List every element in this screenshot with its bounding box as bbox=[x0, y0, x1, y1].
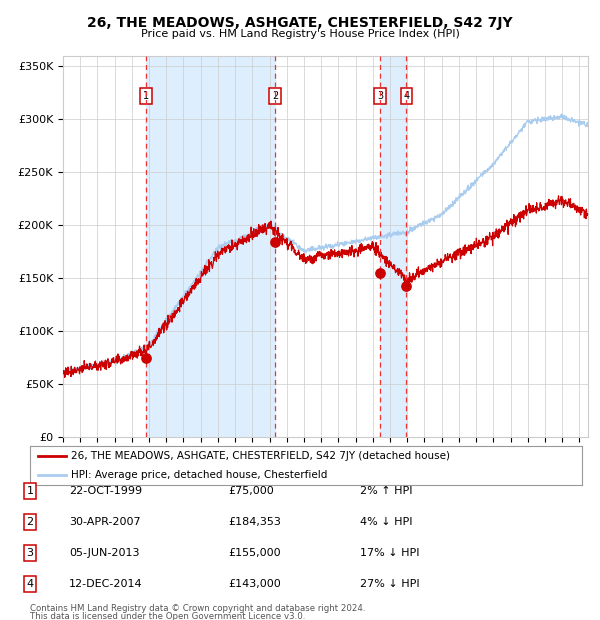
Text: £75,000: £75,000 bbox=[228, 486, 274, 496]
Bar bbox=[380, 56, 406, 437]
Text: 3: 3 bbox=[26, 548, 34, 558]
Text: 12-DEC-2014: 12-DEC-2014 bbox=[69, 579, 143, 589]
Bar bbox=[146, 56, 275, 437]
Point bbox=[401, 281, 411, 291]
Text: 26, THE MEADOWS, ASHGATE, CHESTERFIELD, S42 7JY: 26, THE MEADOWS, ASHGATE, CHESTERFIELD, … bbox=[87, 16, 513, 30]
Text: 4: 4 bbox=[26, 579, 34, 589]
Text: 1: 1 bbox=[26, 486, 34, 496]
Point bbox=[271, 237, 280, 247]
Text: Contains HM Land Registry data © Crown copyright and database right 2024.: Contains HM Land Registry data © Crown c… bbox=[30, 604, 365, 613]
Text: 2: 2 bbox=[26, 517, 34, 527]
Text: 05-JUN-2013: 05-JUN-2013 bbox=[69, 548, 139, 558]
Text: £155,000: £155,000 bbox=[228, 548, 281, 558]
Text: 1: 1 bbox=[143, 91, 149, 101]
Text: £184,353: £184,353 bbox=[228, 517, 281, 527]
Text: 30-APR-2007: 30-APR-2007 bbox=[69, 517, 140, 527]
Text: 2% ↑ HPI: 2% ↑ HPI bbox=[360, 486, 413, 496]
Text: 27% ↓ HPI: 27% ↓ HPI bbox=[360, 579, 419, 589]
Text: 4% ↓ HPI: 4% ↓ HPI bbox=[360, 517, 413, 527]
Text: This data is licensed under the Open Government Licence v3.0.: This data is licensed under the Open Gov… bbox=[30, 612, 305, 620]
Point bbox=[376, 268, 385, 278]
Text: 26, THE MEADOWS, ASHGATE, CHESTERFIELD, S42 7JY (detached house): 26, THE MEADOWS, ASHGATE, CHESTERFIELD, … bbox=[71, 451, 451, 461]
Text: 2: 2 bbox=[272, 91, 278, 101]
Text: £143,000: £143,000 bbox=[228, 579, 281, 589]
Point bbox=[141, 353, 151, 363]
Text: HPI: Average price, detached house, Chesterfield: HPI: Average price, detached house, Ches… bbox=[71, 470, 328, 480]
Text: 4: 4 bbox=[403, 91, 409, 101]
Text: 22-OCT-1999: 22-OCT-1999 bbox=[69, 486, 142, 496]
Text: 3: 3 bbox=[377, 91, 383, 101]
Text: Price paid vs. HM Land Registry's House Price Index (HPI): Price paid vs. HM Land Registry's House … bbox=[140, 29, 460, 39]
Text: 17% ↓ HPI: 17% ↓ HPI bbox=[360, 548, 419, 558]
